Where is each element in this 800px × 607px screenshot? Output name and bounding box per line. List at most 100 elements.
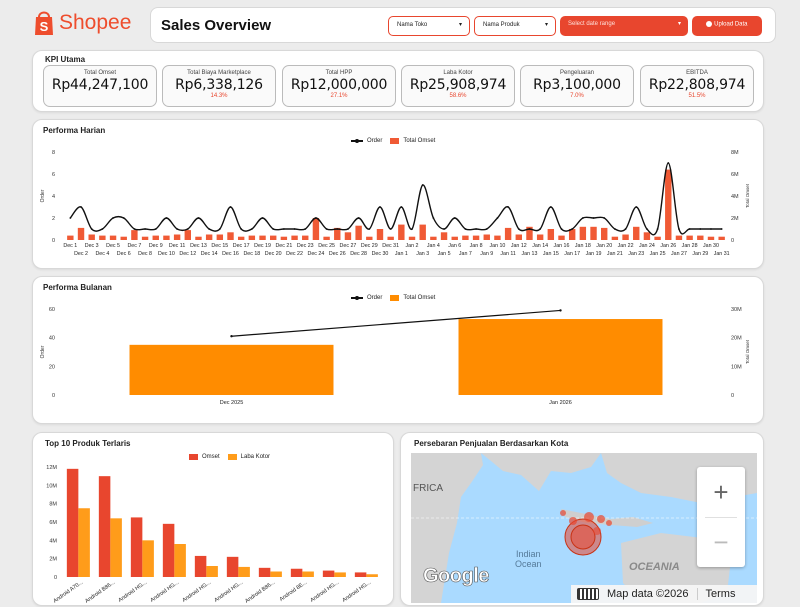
omset-bar	[654, 236, 661, 240]
zoom-in-button[interactable]: +	[697, 467, 745, 517]
x-tick-label: Dec 7	[127, 243, 141, 249]
monthly-chart-legend: Order Total Omset	[351, 295, 435, 301]
x-tick-label: Dec 17	[233, 243, 250, 249]
x-tick-label: Dec 13	[190, 243, 207, 249]
omset-bar	[494, 235, 501, 240]
map-attribution-bar: Map data ©2026 Terms	[571, 585, 757, 603]
sales-bubble	[569, 517, 577, 525]
x-tick-label: Android HG...	[309, 579, 340, 603]
x-tick-label: Jan 21	[607, 251, 623, 257]
map-terms-link[interactable]: Terms	[705, 588, 736, 600]
order-point	[528, 228, 531, 230]
y2-tick-label: 6M	[731, 172, 739, 178]
omset-bar	[66, 468, 79, 577]
x-tick-label: Jan 12	[511, 243, 527, 249]
legend-omset-label: Total Omset	[403, 138, 436, 144]
x-tick-label: Dec 5	[106, 243, 120, 249]
order-point	[304, 228, 307, 230]
omset-bar	[398, 224, 405, 240]
kpi-label: Total HPP	[325, 70, 353, 76]
y2-tick-label: 8M	[731, 150, 739, 156]
order-point	[581, 217, 584, 219]
order-point	[186, 228, 189, 230]
legend-bar-swatch	[390, 295, 400, 301]
laba-bar	[334, 572, 346, 577]
monthly-performance-panel: Performa Bulanan Order Total Omset 0 20 40…	[32, 276, 764, 424]
order-line	[231, 309, 561, 337]
order-point	[411, 228, 413, 230]
order-point	[208, 228, 211, 230]
kpi-value: Rp44,247,100	[51, 77, 149, 93]
order-point	[603, 217, 606, 219]
laba-bar	[78, 508, 90, 577]
x-tick-label: Jan 5	[438, 251, 451, 257]
order-point	[315, 217, 317, 219]
x-tick-label: Jan 14	[532, 243, 548, 249]
omset-bar	[675, 235, 683, 240]
omset-bar	[248, 235, 256, 240]
keyboard-icon[interactable]	[577, 588, 599, 600]
shopee-bag-icon: S	[35, 11, 53, 35]
legend-omset-swatch	[189, 454, 198, 460]
x-tick-label: Jan 31	[714, 251, 730, 257]
map-label-oceania: OCEANIA	[629, 561, 680, 573]
upload-data-button[interactable]: Upload Data	[692, 16, 762, 36]
title-panel: Sales Overview Nama Toko ▾ Nama Produk ▾…	[150, 7, 776, 43]
x-tick-label: Dec 25	[318, 243, 335, 249]
kpi-value: Rp22,808,974	[648, 77, 746, 93]
omset-bar	[601, 227, 608, 240]
omset-bar	[67, 235, 74, 240]
omset-bar	[291, 235, 298, 240]
omset-bar	[259, 235, 266, 240]
omset-bar	[216, 234, 224, 240]
chevron-down-icon: ▾	[458, 22, 462, 28]
x-tick-label: Dec 10	[158, 251, 175, 257]
omset-bar	[419, 224, 426, 240]
omset-bar	[504, 227, 512, 240]
legend-omset-label: Total Omset	[403, 295, 436, 301]
omset-bar	[270, 235, 277, 240]
order-point	[592, 217, 595, 219]
order-point	[112, 217, 114, 219]
sales-bubble	[584, 512, 594, 522]
y-tick-label: 8M	[49, 502, 57, 508]
kpi-label: Laba Kotor	[443, 70, 473, 76]
omset-bar	[290, 568, 303, 577]
y2-tick-label: 30M	[731, 307, 742, 313]
kpi-percent: 7.0%	[570, 93, 584, 99]
order-point	[720, 228, 723, 230]
omset-bar	[184, 230, 191, 240]
omset-bar	[130, 517, 143, 577]
omset-bar	[458, 319, 663, 395]
x-tick-label: Dec 8	[138, 251, 152, 257]
omset-bar	[547, 229, 555, 240]
date-range-picker[interactable]: Select date range ▾	[560, 16, 688, 36]
upload-icon	[706, 21, 713, 27]
kpi-percent: 58.6%	[449, 93, 467, 99]
omset-bar	[665, 169, 672, 240]
order-point	[336, 228, 339, 230]
kpi-label: EBITDA	[686, 70, 708, 76]
x-tick-label: Dec 4	[95, 251, 109, 257]
x-tick-label: Dec 19	[254, 243, 271, 249]
map-view[interactable]: FRICA Indian Ocean OCEANIA + − Google Ma…	[411, 453, 757, 603]
product-filter-dropdown[interactable]: Nama Produk ▾	[474, 16, 556, 36]
y-tick-label: 6M	[49, 520, 57, 526]
omset-bar	[451, 236, 458, 240]
omset-bar	[462, 235, 469, 240]
order-point	[144, 228, 146, 230]
omset-bar	[163, 235, 170, 240]
x-tick-label: Android B86...	[84, 579, 116, 604]
order-point	[165, 217, 168, 219]
laba-bar	[206, 566, 218, 577]
order-point	[539, 228, 542, 230]
zoom-out-button[interactable]: −	[697, 518, 745, 567]
x-tick-label: Dec 14	[201, 251, 218, 257]
order-point	[230, 335, 233, 338]
store-filter-dropdown[interactable]: Nama Toko ▾	[388, 16, 470, 36]
y-tick-label: 0	[52, 238, 55, 244]
x-tick-label: Dec 16	[222, 251, 239, 257]
kpi-card-pengeluaran: Pengeluaran Rp3,100,000 7.0%	[520, 65, 634, 107]
kpi-value: Rp3,100,000	[533, 77, 621, 93]
